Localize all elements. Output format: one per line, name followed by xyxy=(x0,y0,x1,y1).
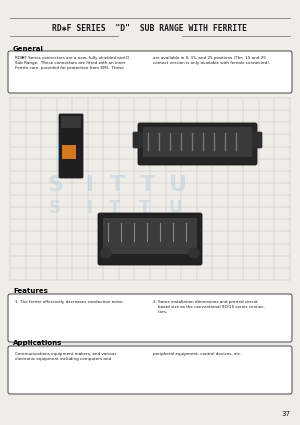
Text: S: S xyxy=(49,199,61,217)
Text: S: S xyxy=(47,175,63,195)
Text: 1. The ferrite effectively decreases conduction noise.: 1. The ferrite effectively decreases con… xyxy=(15,300,124,304)
Text: I: I xyxy=(87,199,93,217)
Text: U: U xyxy=(168,199,182,217)
FancyBboxPatch shape xyxy=(133,132,143,148)
Text: Features: Features xyxy=(13,288,48,294)
Text: General: General xyxy=(13,46,44,52)
FancyBboxPatch shape xyxy=(8,346,292,394)
FancyBboxPatch shape xyxy=(143,127,252,157)
FancyBboxPatch shape xyxy=(8,294,292,342)
Circle shape xyxy=(101,248,111,258)
Text: Applications: Applications xyxy=(13,340,62,346)
FancyBboxPatch shape xyxy=(103,218,197,254)
FancyBboxPatch shape xyxy=(98,213,202,265)
Text: T: T xyxy=(109,199,121,217)
Text: T: T xyxy=(140,175,156,195)
FancyBboxPatch shape xyxy=(252,132,262,148)
Text: U: U xyxy=(169,175,187,195)
Text: I: I xyxy=(86,175,94,195)
Text: 2. Same installation dimensions and printed circuit
    board size as the conven: 2. Same installation dimensions and prin… xyxy=(153,300,265,314)
FancyBboxPatch shape xyxy=(8,51,292,93)
FancyBboxPatch shape xyxy=(61,116,81,128)
Text: RD✱F SERIES  "D"  SUB RANGE WITH FERRITE: RD✱F SERIES "D" SUB RANGE WITH FERRITE xyxy=(52,23,247,32)
Text: are available in 9, 15, and 25 positions (The  15 and 25
contact version is only: are available in 9, 15, and 25 positions… xyxy=(153,56,270,65)
Text: peripheral equipment, control devices, etc.: peripheral equipment, control devices, e… xyxy=(153,352,242,356)
FancyBboxPatch shape xyxy=(59,114,83,178)
FancyBboxPatch shape xyxy=(62,145,76,159)
FancyBboxPatch shape xyxy=(138,123,257,165)
Text: Communications equipment makers, and various
electronic equipment including comp: Communications equipment makers, and var… xyxy=(15,352,116,361)
Circle shape xyxy=(189,248,199,258)
Text: 37: 37 xyxy=(281,411,290,417)
Text: T: T xyxy=(110,175,126,195)
Text: RD✱F Series connectors are a new, fully shielded and D
Sub Range.  These connect: RD✱F Series connectors are a new, fully … xyxy=(15,56,129,71)
Text: T: T xyxy=(139,199,151,217)
